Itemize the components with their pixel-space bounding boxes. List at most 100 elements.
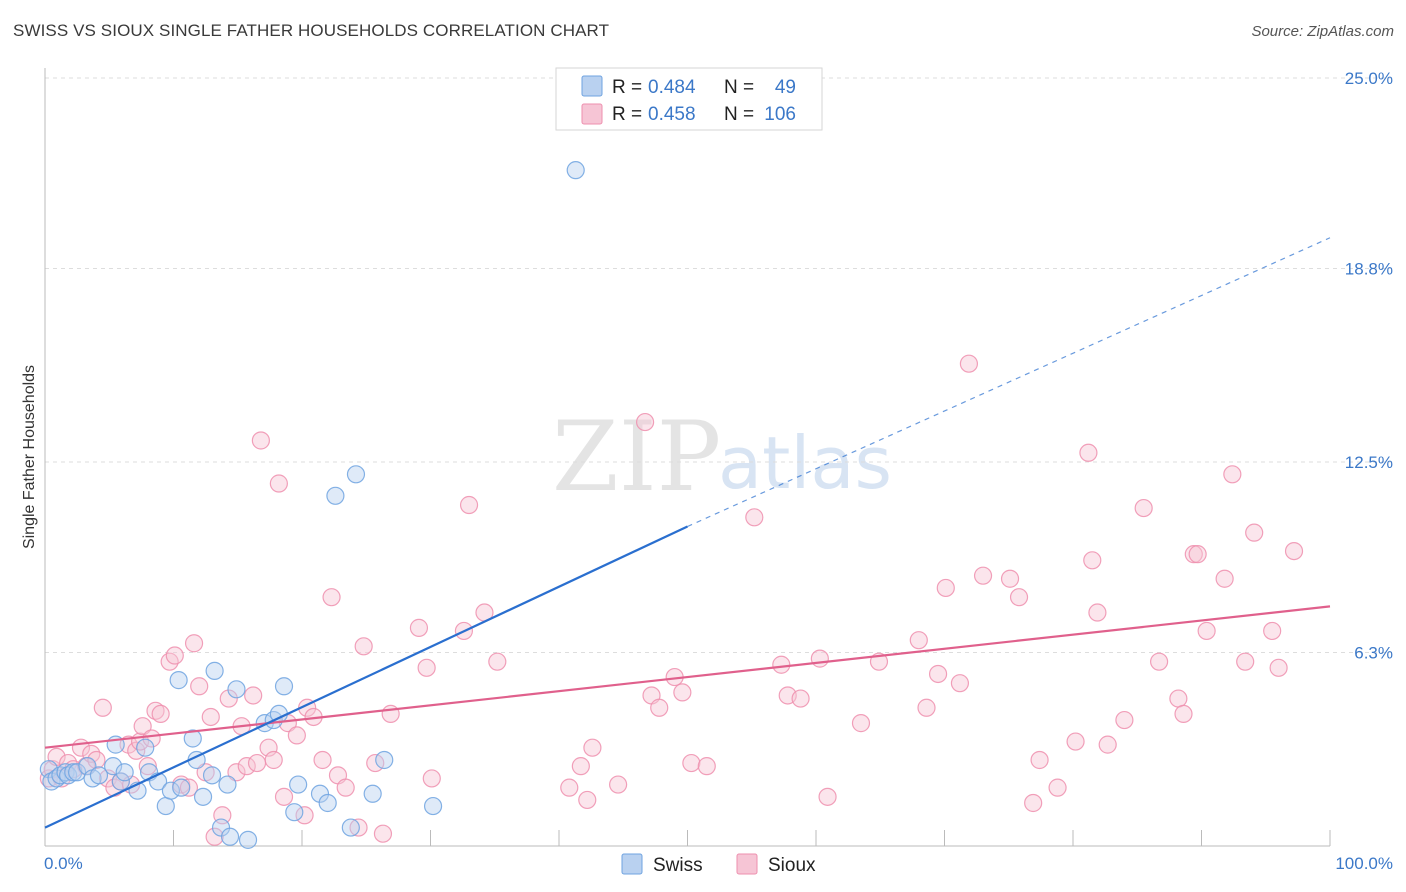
swiss-data-point bbox=[115, 763, 134, 782]
swiss-data-point bbox=[220, 827, 240, 846]
swiss-data-point bbox=[423, 796, 443, 816]
sioux-data-point bbox=[851, 714, 871, 733]
y-tick-label: 25.0% bbox=[1345, 69, 1393, 88]
sioux-data-point bbox=[1269, 658, 1288, 677]
swiss-data-point bbox=[111, 772, 130, 791]
sioux-data-point bbox=[1263, 621, 1282, 641]
sioux-data-point bbox=[165, 646, 184, 665]
legend-r-value-sioux: 0.458 bbox=[648, 104, 696, 125]
sioux-data-point bbox=[93, 698, 112, 717]
swiss-data-point bbox=[289, 775, 308, 794]
sioux-data-point bbox=[1174, 704, 1193, 724]
sioux-data-point bbox=[1284, 541, 1304, 561]
sioux-data-point bbox=[909, 631, 928, 650]
sioux-data-point bbox=[1184, 545, 1203, 564]
y-axis-tick-labels: 6.3% 12.5% 18.8% 25.0% bbox=[1345, 69, 1393, 662]
sioux-data-point bbox=[936, 578, 955, 598]
sioux-data-point bbox=[146, 701, 165, 720]
sioux-data-point bbox=[373, 824, 393, 843]
trend-lines bbox=[44, 237, 1331, 829]
swiss-data-point bbox=[285, 803, 304, 822]
sioux-data-point bbox=[1149, 652, 1169, 671]
swiss-data-point bbox=[218, 775, 237, 794]
sioux-data-point bbox=[349, 818, 368, 837]
sioux-data-point bbox=[1098, 735, 1117, 754]
x-axis-ticks bbox=[44, 830, 1331, 846]
swiss-data-point bbox=[172, 778, 191, 797]
sioux-data-point bbox=[336, 778, 355, 797]
chart-title: SWISS VS SIOUX SINGLE FATHER HOUSEHOLDS … bbox=[13, 21, 610, 40]
sioux-data-point bbox=[772, 655, 791, 674]
sioux-data-point bbox=[488, 652, 507, 671]
sioux-data-point bbox=[142, 729, 161, 748]
watermark: ZIP atlas bbox=[552, 401, 892, 513]
sioux-data-point bbox=[133, 717, 152, 736]
swiss-data-point bbox=[310, 784, 330, 803]
bottom-legend: Swiss Sioux bbox=[621, 853, 816, 876]
swiss-data-point bbox=[156, 796, 175, 816]
bottom-legend-label-sioux: Sioux bbox=[768, 855, 816, 876]
sioux-data-point bbox=[810, 649, 829, 668]
sioux-data-point bbox=[190, 677, 209, 696]
gridlines bbox=[45, 77, 1392, 653]
swiss-data-point bbox=[205, 661, 224, 680]
sioux-data-point bbox=[269, 474, 288, 493]
swiss-data-point bbox=[238, 830, 258, 849]
watermark-zip: ZIP bbox=[552, 401, 721, 513]
sioux-data-point bbox=[219, 689, 238, 708]
sioux-data-point bbox=[1215, 569, 1234, 588]
sioux-data-point bbox=[1115, 710, 1134, 730]
swiss-data-point bbox=[89, 766, 109, 785]
sioux-data-point bbox=[583, 738, 602, 757]
bottom-legend-label-swiss: Swiss bbox=[653, 855, 703, 876]
sioux-data-point bbox=[1066, 732, 1085, 751]
legend-r-value-swiss: 0.484 bbox=[648, 77, 696, 98]
sioux-data-point bbox=[578, 790, 597, 810]
sioux-series-points bbox=[39, 354, 1304, 846]
sioux-data-point bbox=[264, 750, 283, 770]
sioux-data-point bbox=[138, 757, 157, 776]
sioux-data-point bbox=[745, 508, 764, 527]
sioux-data-point bbox=[1009, 588, 1029, 607]
sioux-data-point bbox=[791, 689, 810, 708]
swiss-data-point bbox=[161, 781, 181, 800]
sioux-data-point bbox=[959, 354, 979, 373]
swiss-data-point bbox=[68, 763, 87, 782]
swiss-data-point bbox=[169, 671, 188, 690]
swiss-data-point bbox=[202, 766, 222, 785]
sioux-data-point bbox=[1169, 689, 1188, 708]
y-axis-label: Single Father Households bbox=[21, 365, 38, 549]
sioux-data-point bbox=[313, 750, 332, 770]
sioux-data-point bbox=[295, 806, 314, 825]
sioux-data-point bbox=[1024, 793, 1043, 813]
sioux-data-point bbox=[39, 769, 58, 788]
sioux-data-point bbox=[560, 778, 579, 797]
sioux-data-point bbox=[274, 787, 294, 806]
sioux-data-point bbox=[650, 698, 669, 717]
bottom-legend-swatch-sioux bbox=[736, 853, 758, 875]
swiss-data-point bbox=[318, 793, 337, 813]
sioux-data-point bbox=[697, 757, 716, 776]
sioux-data-point bbox=[1236, 652, 1255, 671]
sioux-data-point bbox=[818, 787, 837, 806]
swiss-data-point bbox=[274, 677, 294, 696]
sioux-data-point bbox=[1083, 551, 1102, 570]
legend-n-value-swiss: 49 bbox=[775, 77, 796, 98]
sioux-trend-line bbox=[44, 605, 1331, 749]
legend-n-label-sioux: N = bbox=[724, 104, 754, 125]
swiss-series-points bbox=[39, 161, 585, 849]
sioux-data-point bbox=[287, 726, 306, 745]
x-tick-label-min: 0.0% bbox=[44, 854, 83, 873]
legend-swatch-sioux bbox=[581, 103, 603, 125]
swiss-data-point bbox=[326, 486, 345, 505]
sioux-data-point bbox=[205, 827, 224, 846]
y-tick-label: 6.3% bbox=[1354, 643, 1393, 662]
legend-n-label-swiss: N = bbox=[724, 77, 754, 98]
sioux-data-point bbox=[673, 683, 692, 702]
sioux-data-point bbox=[322, 588, 341, 607]
swiss-trend-line bbox=[44, 525, 688, 829]
sioux-data-point bbox=[1000, 569, 1020, 588]
swiss-data-point bbox=[363, 784, 382, 803]
source-label: Source: ZipAtlas.com bbox=[1251, 23, 1394, 40]
